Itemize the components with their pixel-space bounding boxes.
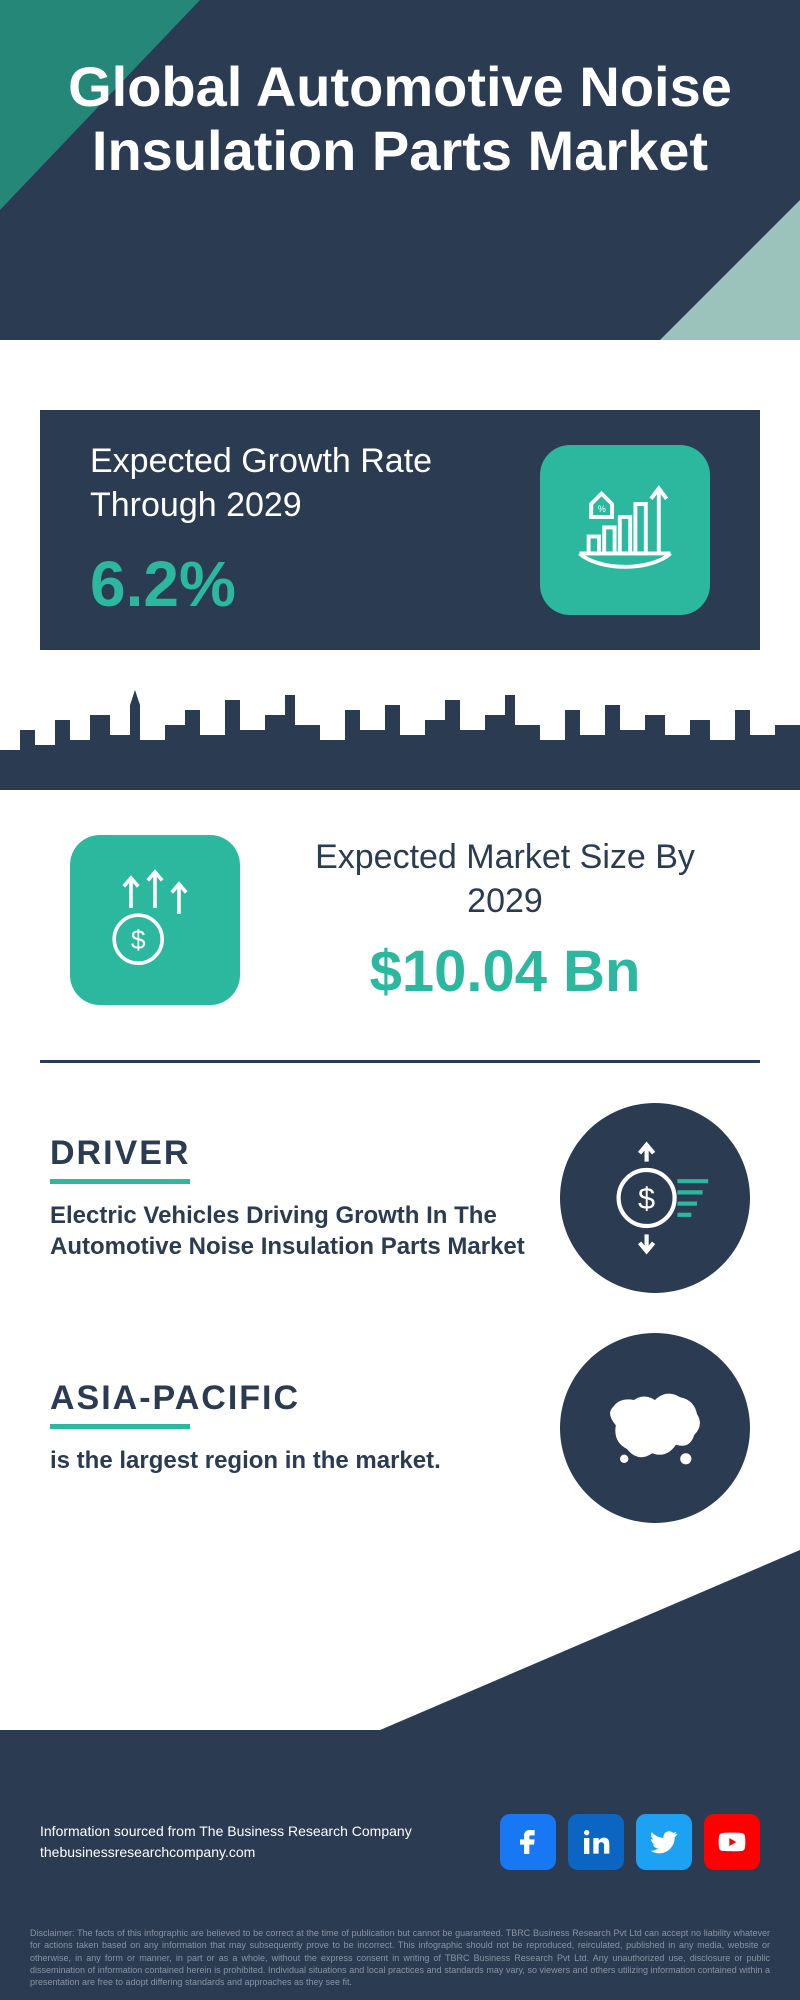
header: Global Automotive Noise Insulation Parts… xyxy=(0,0,800,340)
growth-value: 6.2% xyxy=(90,547,540,621)
svg-text:$: $ xyxy=(131,925,146,955)
svg-text:%: % xyxy=(598,504,606,514)
footer-url: thebusinessresearchcompany.com xyxy=(40,1842,412,1863)
header-accent-triangle-right xyxy=(660,200,800,340)
linkedin-icon[interactable] xyxy=(568,1814,624,1870)
youtube-icon[interactable] xyxy=(704,1814,760,1870)
footer-content-row: Information sourced from The Business Re… xyxy=(40,1814,760,1870)
footer-background: Information sourced from The Business Re… xyxy=(0,1730,800,2000)
disclaimer-text: Disclaimer: The facts of this infographi… xyxy=(0,1915,800,2000)
footer-source-line: Information sourced from The Business Re… xyxy=(40,1821,412,1842)
market-size-label: Expected Market Size By 2029 xyxy=(280,835,730,923)
market-size-block: $ Expected Market Size By 2029 $10.04 Bn xyxy=(40,820,760,1020)
region-underline xyxy=(50,1424,190,1429)
driver-section: DRIVER Electric Vehicles Driving Growth … xyxy=(50,1103,750,1293)
growth-text-block: Expected Growth Rate Through 2029 6.2% xyxy=(90,439,540,621)
region-heading: ASIA-PACIFIC xyxy=(50,1379,530,1418)
twitter-icon[interactable] xyxy=(636,1814,692,1870)
driver-underline xyxy=(50,1179,190,1184)
footer-accent-navy xyxy=(380,1550,800,1730)
facebook-icon[interactable] xyxy=(500,1814,556,1870)
infographic-root: Global Automotive Noise Insulation Parts… xyxy=(0,0,800,2000)
svg-text:$: $ xyxy=(638,1181,655,1216)
social-icon-row xyxy=(500,1814,760,1870)
driver-heading: DRIVER xyxy=(50,1134,530,1173)
footer-source-text: Information sourced from The Business Re… xyxy=(40,1821,412,1863)
region-text-block: ASIA-PACIFIC is the largest region in th… xyxy=(50,1379,560,1476)
driver-body: Electric Vehicles Driving Growth In The … xyxy=(50,1200,530,1262)
region-globe-icon xyxy=(560,1333,750,1523)
market-size-value: $10.04 Bn xyxy=(280,938,730,1005)
main-title: Global Automotive Noise Insulation Parts… xyxy=(40,55,760,184)
region-section: ASIA-PACIFIC is the largest region in th… xyxy=(50,1333,750,1523)
growth-label: Expected Growth Rate Through 2029 xyxy=(90,439,540,527)
driver-icon: $ xyxy=(560,1103,750,1293)
market-text-block: Expected Market Size By 2029 $10.04 Bn xyxy=(280,835,730,1005)
footer: Information sourced from The Business Re… xyxy=(0,1730,800,2000)
growth-icon: % xyxy=(540,445,710,615)
city-skyline-silhouette xyxy=(0,680,800,790)
section-divider xyxy=(40,1060,760,1063)
growth-rate-card: Expected Growth Rate Through 2029 6.2% % xyxy=(40,410,760,650)
market-size-icon: $ xyxy=(70,835,240,1005)
driver-text-block: DRIVER Electric Vehicles Driving Growth … xyxy=(50,1134,560,1262)
region-body: is the largest region in the market. xyxy=(50,1445,530,1476)
